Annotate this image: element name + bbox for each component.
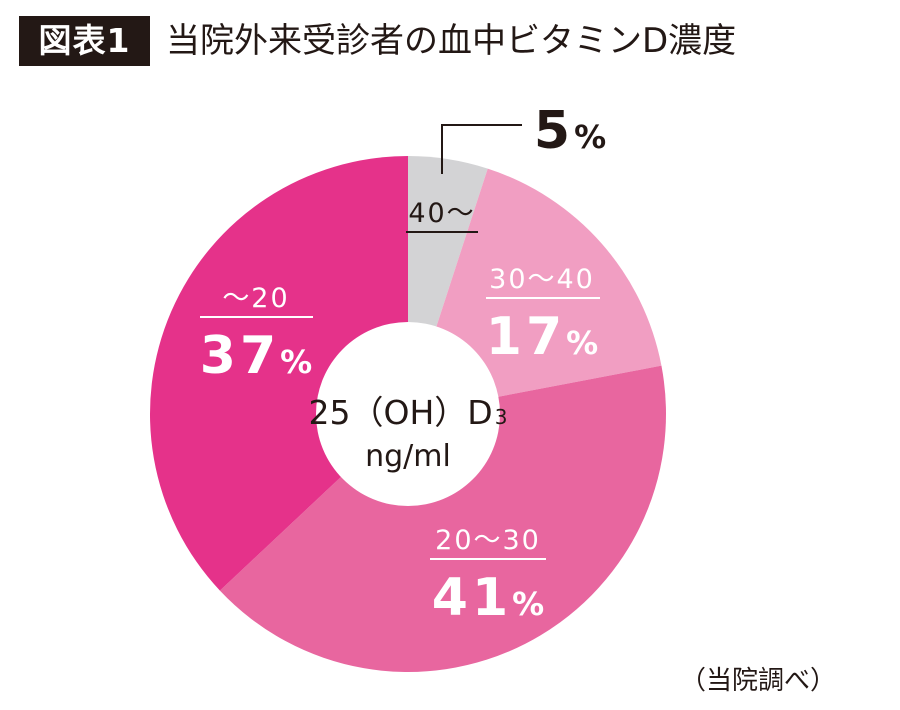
slice-range-label: 20〜30 (435, 525, 541, 556)
slice-range-label: 40〜 (408, 198, 475, 229)
slice-percent-sign: % (566, 324, 598, 362)
slice-leader-line (441, 124, 522, 174)
center-label: 25（OH）D 3 (309, 393, 508, 432)
figure-label-badge: 図表1 (19, 16, 150, 66)
slice-labels: 40〜 5% 30〜40 17% 20〜30 41% 〜20 37% (200, 101, 606, 628)
pie-slice-4 (149, 156, 408, 591)
pie-slice-3 (219, 365, 667, 672)
slice-percent-label: 37% (200, 326, 312, 386)
center-label-main: 25（OH）D (309, 393, 493, 432)
slice-percent-sign: % (280, 343, 312, 381)
slice-percent-sign: % (512, 585, 544, 623)
center-hole (316, 322, 500, 506)
slice-range-label: 〜20 (222, 283, 289, 314)
slice-percent-label: 41% (432, 568, 544, 628)
slice-percent-sign: % (574, 118, 606, 156)
slice-percent-label: 5% (534, 101, 606, 161)
center-unit-label: ng/ml (365, 439, 451, 474)
source-note: （当院調べ） (680, 666, 837, 696)
slice-range-label: 30〜40 (489, 264, 595, 295)
slice-percent-value: 17 (486, 307, 566, 367)
slice-percent-value: 5 (534, 101, 574, 161)
center-label-subscript: 3 (495, 405, 508, 429)
chart-title: 当院外来受診者の血中ビタミンD濃度 (166, 21, 737, 61)
slice-percent-value: 37 (200, 326, 280, 386)
slice-percent-value: 41 (432, 568, 512, 628)
slice-percent-label: 17% (486, 307, 598, 367)
